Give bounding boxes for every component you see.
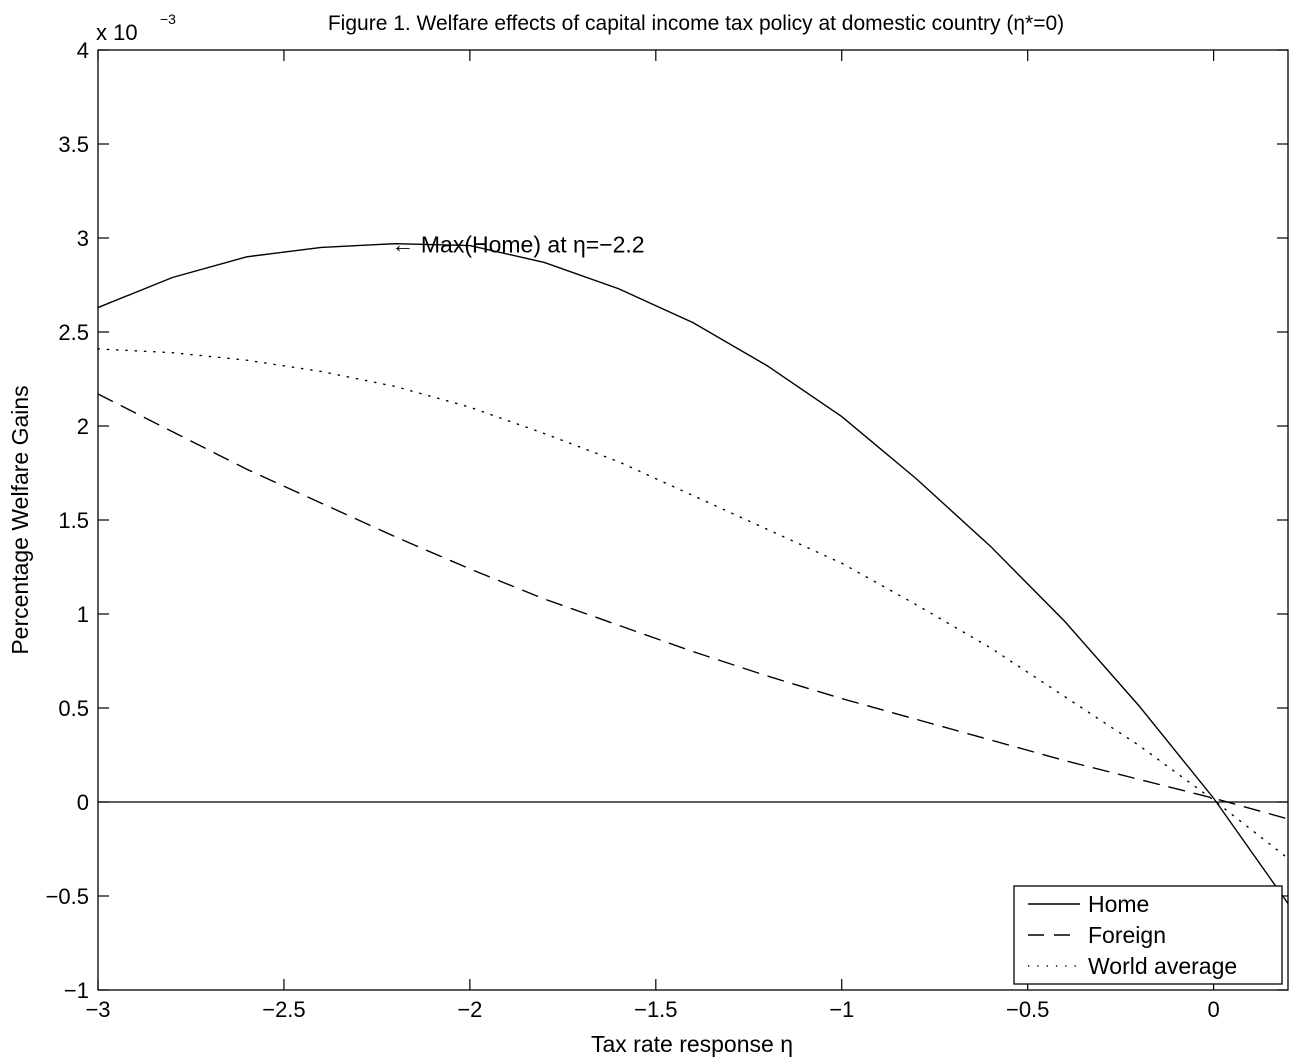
y-tick-label: 0.5 <box>58 696 89 721</box>
plot-area-frame <box>97 49 1289 991</box>
x-tick-label: −2 <box>457 997 482 1022</box>
y-tick-label: 3.5 <box>58 132 89 157</box>
y-tick-label: −0.5 <box>46 884 89 909</box>
y-tick-label: 1 <box>77 602 89 627</box>
y-axis-multiplier: x 10 −3 <box>96 11 176 45</box>
x-tick-label: −2.5 <box>262 997 305 1022</box>
series-line-foreign <box>97 393 1289 820</box>
legend-label: Home <box>1088 891 1149 917</box>
y-tick-label: 4 <box>77 38 89 63</box>
series-line-home <box>97 242 1289 905</box>
y-tick-label: 3 <box>77 226 89 251</box>
series-lines <box>97 242 1289 905</box>
y-axis-label: Percentage Welfare Gains <box>7 385 33 654</box>
legend-label: Foreign <box>1088 922 1166 948</box>
y-tick-label: 2.5 <box>58 320 89 345</box>
x-tick-label: −1 <box>829 997 854 1022</box>
annotations: ← Max(Home) at η=−2.2 <box>392 232 645 258</box>
x-tick-label: −0.5 <box>1006 997 1049 1022</box>
y-tick-label: 1.5 <box>58 508 89 533</box>
max-home-annotation: ← Max(Home) at η=−2.2 <box>392 232 645 258</box>
legend-label: World average <box>1088 953 1237 979</box>
x-axis-ticks: −3 −2.5 −2 −1.5 −1 −0.5 0 <box>85 50 1220 1022</box>
y-tick-label: 0 <box>77 790 89 815</box>
x-tick-label: −1.5 <box>634 997 677 1022</box>
x-axis-label: Tax rate response η <box>591 1031 793 1057</box>
y-multiplier-base: x 10 <box>96 20 138 45</box>
y-multiplier-exponent: −3 <box>160 11 176 27</box>
x-tick-label: −3 <box>85 997 110 1022</box>
y-tick-label: −1 <box>64 978 89 1003</box>
y-axis-ticks: −1 −0.5 0 0.5 1 1.5 2 2.5 3 3.5 4 <box>46 38 1288 1003</box>
chart-title: Figure 1. Welfare effects of capital inc… <box>328 12 1064 35</box>
series-line-world-average <box>97 348 1289 860</box>
x-tick-label: 0 <box>1208 997 1220 1022</box>
legend: Home Foreign World average <box>1013 885 1283 985</box>
y-tick-label: 2 <box>77 414 89 439</box>
